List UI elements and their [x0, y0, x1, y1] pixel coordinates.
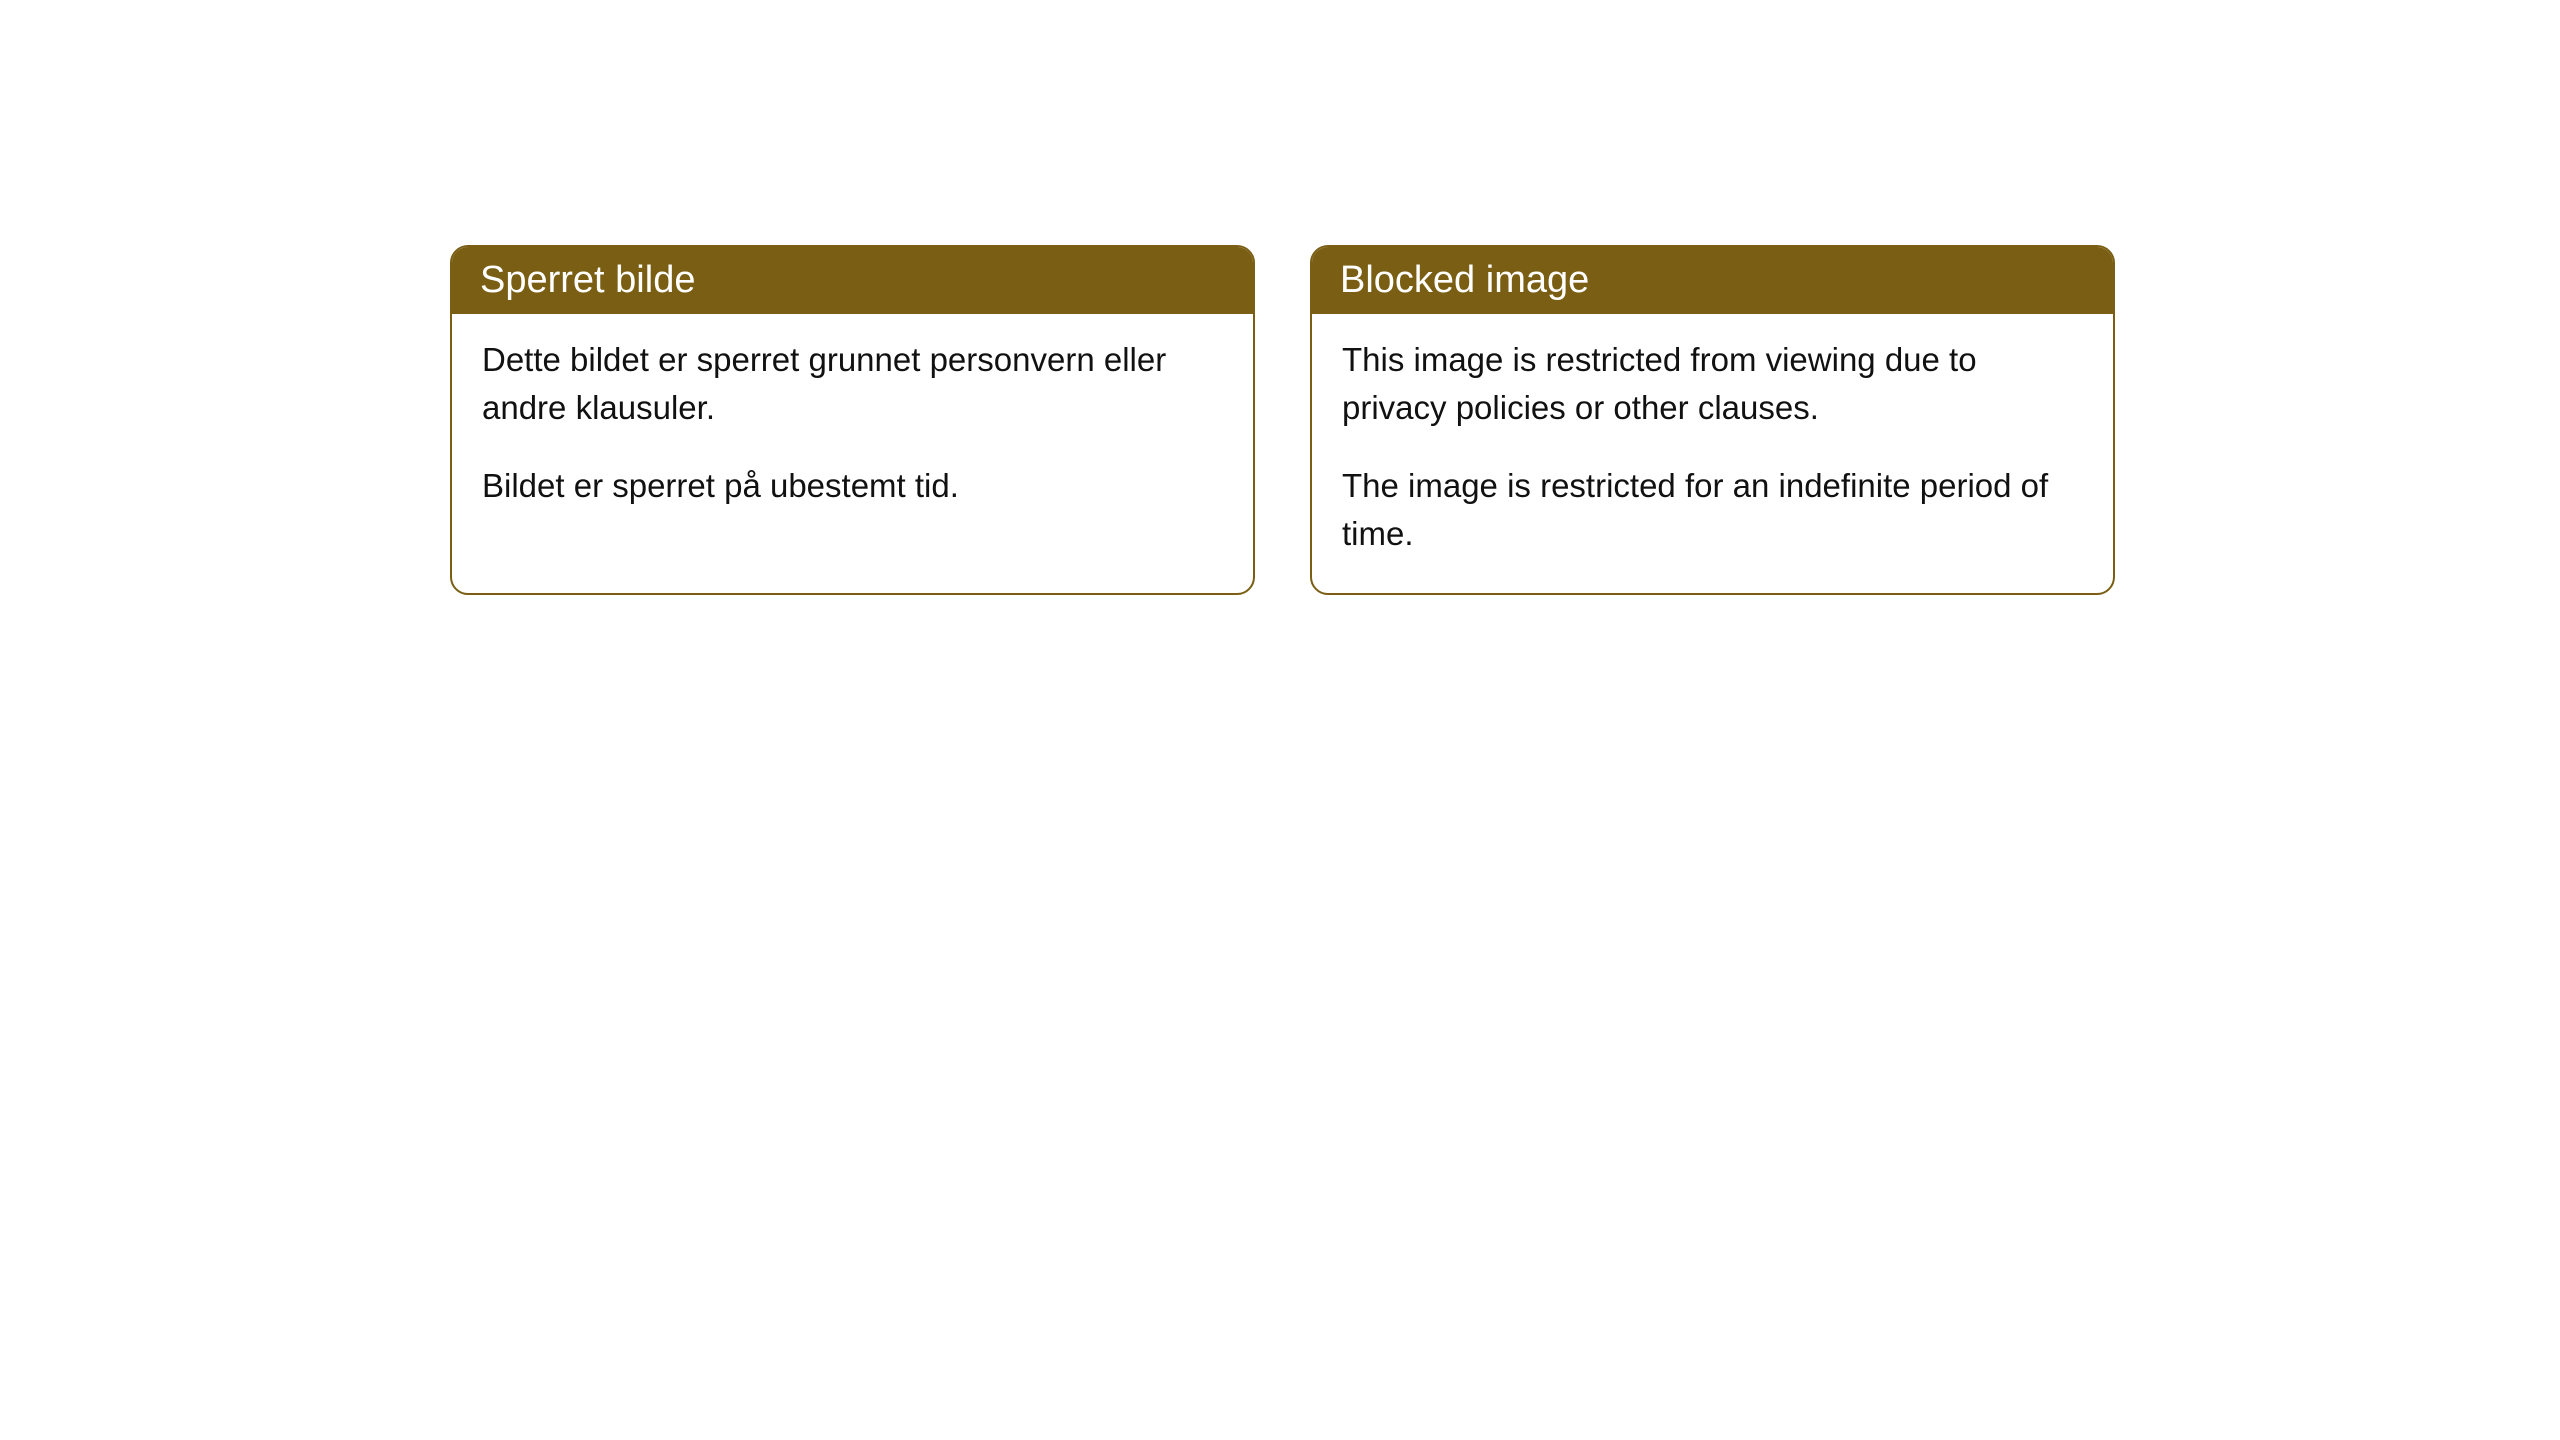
card-title: Blocked image [1340, 259, 1589, 301]
card-paragraph: This image is restricted from viewing du… [1342, 336, 2083, 432]
notice-cards-container: Sperret bilde Dette bildet er sperret gr… [450, 245, 2560, 595]
card-paragraph: The image is restricted for an indefinit… [1342, 462, 2083, 558]
card-header: Sperret bilde [452, 247, 1253, 314]
card-body: This image is restricted from viewing du… [1312, 314, 2113, 593]
card-title: Sperret bilde [480, 259, 695, 301]
card-header: Blocked image [1312, 247, 2113, 314]
card-paragraph: Bildet er sperret på ubestemt tid. [482, 462, 1223, 510]
notice-card-english: Blocked image This image is restricted f… [1310, 245, 2115, 595]
notice-card-norwegian: Sperret bilde Dette bildet er sperret gr… [450, 245, 1255, 595]
card-paragraph: Dette bildet er sperret grunnet personve… [482, 336, 1223, 432]
card-body: Dette bildet er sperret grunnet personve… [452, 314, 1253, 546]
